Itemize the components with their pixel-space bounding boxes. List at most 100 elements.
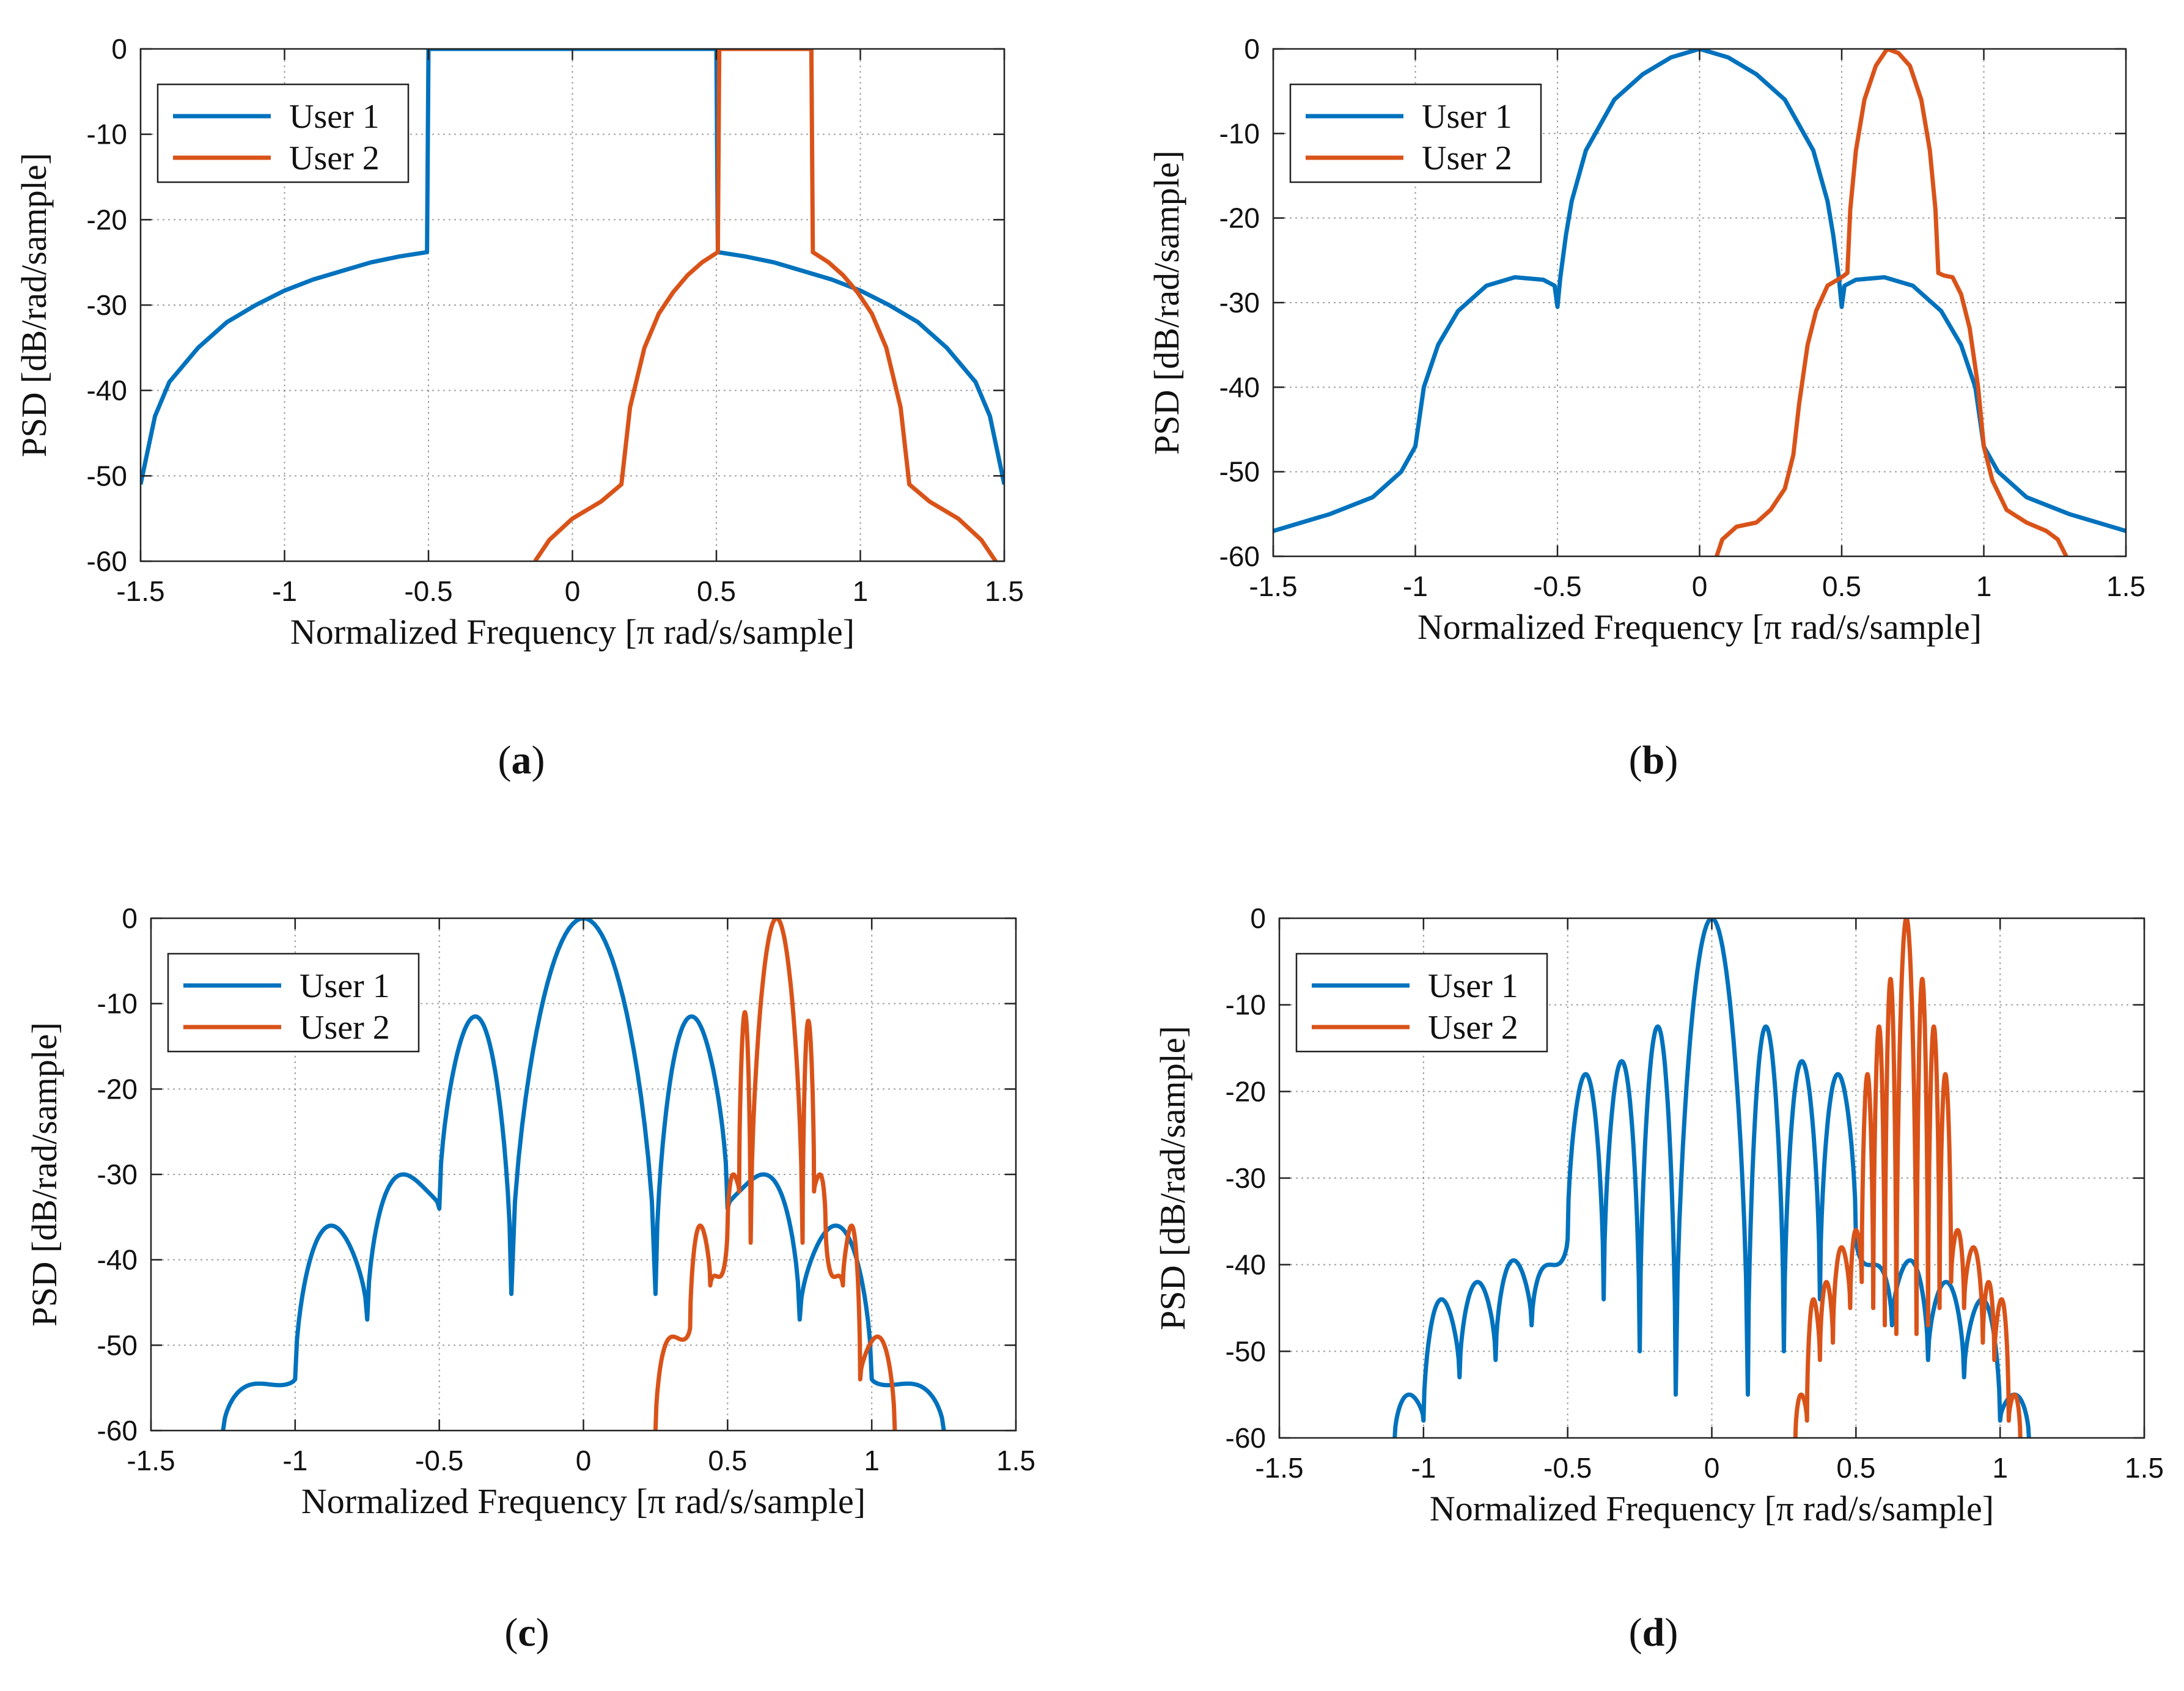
tick-labels: -1.5 -1 -0.5 0 0.5 1 1.5 0 -10 -20 -30 -40 -50 -60 [87, 33, 1024, 607]
y-tick-label: -20 [87, 204, 127, 235]
x-axis-label: Normalized Frequency [π rad/s/sample] [1417, 607, 1982, 647]
legend-box [167, 952, 420, 1053]
x-tick-label: -1 [1403, 570, 1428, 602]
y-tick-label: -40 [87, 375, 127, 407]
y-tick-label: 0 [111, 33, 127, 65]
x-tick-label: 0 [565, 575, 581, 607]
y-tick-label: -20 [1219, 202, 1260, 234]
y-axis-label: PSD [dB/rad/sample] [14, 153, 54, 457]
legend-label-user-1: User 1 [289, 98, 380, 136]
legend-box [1289, 83, 1542, 183]
series-line-user-1 [1392, 918, 2031, 1438]
panel-caption: (b) [1629, 738, 1678, 783]
series-line-user-2 [653, 918, 897, 1431]
caption-letter: a [512, 738, 532, 783]
x-axis-label: Normalized Frequency [π rad/s/sample] [290, 612, 855, 652]
panel-a: -1.5 -1 -0.5 0 0.5 1 1.5 0 -10 -20 -30 -40 -50 -60 Nor… [14, 33, 1024, 783]
x-tick-label: 0 [1692, 570, 1708, 602]
panel-d: -1.5 -1 -0.5 0 0.5 1 1.5 0 -10 -20 -30 -40 -50 -60 Nor… [1153, 902, 2164, 1655]
tick-labels: -1.5 -1 -0.5 0 0.5 1 1.5 0 -10 -20 -30 -40 -50 -60 [1219, 33, 2145, 602]
x-tick-label: 1.5 [2125, 1452, 2164, 1484]
x-tick-label: 1 [1976, 570, 1992, 602]
y-tick-label: 0 [1250, 902, 1266, 934]
y-tick-label: -60 [87, 545, 127, 577]
series-line-user-2 [1715, 49, 2068, 556]
panel-caption: (c) [504, 1610, 549, 1655]
series-line-user-1 [141, 49, 1004, 485]
y-tick-label: -60 [1226, 1422, 1266, 1454]
x-tick-label: 0.5 [1822, 570, 1861, 602]
x-tick-label: 0 [576, 1445, 592, 1476]
series-line-user-1 [221, 918, 946, 1431]
legend-box [156, 83, 410, 183]
y-tick-label: -10 [87, 119, 127, 150]
x-tick-label: -1.5 [127, 1445, 175, 1476]
grid [1279, 918, 2144, 1438]
y-tick-label: -20 [1226, 1075, 1266, 1107]
y-tick-label: -10 [1226, 989, 1266, 1021]
x-tick-label: 0.5 [708, 1445, 747, 1476]
panel-caption: (d) [1629, 1610, 1678, 1655]
caption-letter: c [518, 1610, 535, 1655]
x-tick-label: 1 [1992, 1452, 2008, 1484]
legend-label-user-2: User 2 [1422, 139, 1512, 177]
x-tick-label: 0.5 [697, 575, 736, 607]
legend-label-user-2: User 2 [300, 1009, 390, 1047]
y-tick-label: -30 [1219, 287, 1260, 319]
caption-letter: d [1642, 1610, 1665, 1655]
x-tick-label: 1.5 [2106, 570, 2145, 602]
legend-box [1295, 952, 1548, 1053]
legend-label-user-2: User 2 [289, 139, 380, 177]
x-tick-label: -0.5 [1533, 570, 1581, 602]
x-tick-label: -1.5 [1249, 570, 1297, 602]
legend-label-user-1: User 1 [1422, 98, 1512, 136]
x-tick-label: 1.5 [985, 575, 1024, 607]
panel-b: -1.5 -1 -0.5 0 0.5 1 1.5 0 -10 -20 -30 -40 -50 -60 Nor… [1147, 33, 2145, 783]
y-tick-label: -50 [87, 460, 127, 492]
tick-labels: -1.5 -1 -0.5 0 0.5 1 1.5 0 -10 -20 -30 -40 -50 -60 [1226, 902, 2164, 1484]
series-line-user-2 [1793, 918, 2023, 1438]
legend-label-user-2: User 2 [1428, 1009, 1518, 1047]
y-tick-label: -30 [97, 1159, 138, 1190]
series-line-user-1 [1273, 49, 2126, 533]
x-axis-label: Normalized Frequency [π rad/s/sample] [1430, 1489, 1994, 1528]
y-tick-label: -40 [1219, 371, 1260, 403]
y-tick-label: -50 [97, 1329, 138, 1361]
y-tick-label: -30 [1226, 1162, 1266, 1194]
panel-caption: (a) [498, 738, 545, 783]
y-tick-label: -40 [97, 1244, 138, 1276]
x-tick-label: -1.5 [1255, 1452, 1303, 1484]
x-tick-label: -0.5 [1543, 1452, 1592, 1484]
y-tick-label: -60 [1219, 540, 1260, 572]
y-axis-label: PSD [dB/rad/sample] [1153, 1026, 1193, 1330]
x-tick-label: -1 [282, 1445, 307, 1476]
x-tick-label: 0 [1704, 1452, 1720, 1484]
x-tick-label: -0.5 [415, 1445, 463, 1476]
y-tick-label: -10 [97, 988, 138, 1020]
y-tick-label: 0 [122, 902, 138, 934]
x-axis-label: Normalized Frequency [π rad/s/sample] [301, 1481, 866, 1521]
y-tick-label: -60 [97, 1415, 138, 1446]
legend: User 1 User 2 [1295, 952, 1548, 1053]
y-tick-label: -40 [1226, 1249, 1266, 1281]
x-tick-label: 1 [864, 1445, 880, 1476]
x-tick-label: 1 [853, 575, 869, 607]
y-tick-label: -50 [1226, 1335, 1266, 1367]
x-tick-label: -1.5 [116, 575, 164, 607]
panel-c: -1.5 -1 -0.5 0 0.5 1 1.5 0 -10 -20 -30 -40 -50 -60 Nor… [24, 902, 1035, 1655]
legend-label-user-1: User 1 [1428, 967, 1518, 1005]
y-tick-label: -30 [87, 289, 127, 321]
x-tick-label: 1.5 [996, 1445, 1035, 1476]
y-tick-label: -10 [1219, 117, 1260, 149]
y-tick-label: 0 [1244, 33, 1260, 65]
x-tick-label: -1 [1411, 1452, 1436, 1484]
x-tick-label: -0.5 [404, 575, 452, 607]
y-tick-label: -20 [97, 1073, 138, 1105]
y-axis-label: PSD [dB/rad/sample] [24, 1022, 64, 1327]
x-tick-label: -1 [272, 575, 297, 607]
tick-labels: -1.5 -1 -0.5 0 0.5 1 1.5 0 -10 -20 -30 -40 -50 -60 [97, 902, 1035, 1476]
